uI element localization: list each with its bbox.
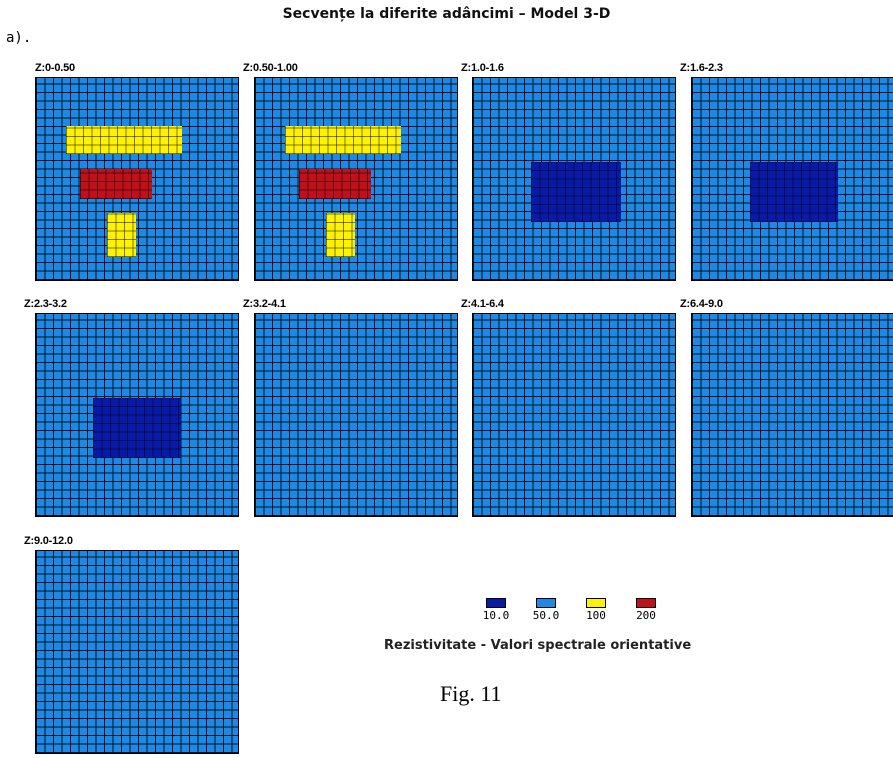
anomaly-block: [326, 213, 355, 257]
slice-grid: [254, 313, 458, 517]
anomaly-block: [531, 162, 621, 222]
slice-label: Z:0-0.50: [35, 62, 75, 74]
slice-grid: [691, 77, 893, 281]
legend-swatch: [586, 598, 606, 608]
legend-item: 50.0: [528, 598, 564, 622]
legend-item: 200: [628, 598, 664, 622]
legend-label: 50.0: [532, 609, 560, 622]
slice-grid: [691, 313, 893, 517]
slice-grid: [472, 313, 676, 517]
legend-item: 100: [578, 598, 614, 622]
slice-label: Z:9.0-12.0: [24, 535, 73, 547]
legend-swatch: [486, 598, 506, 608]
subfigure-label: a).: [6, 30, 32, 46]
anomaly-block: [93, 398, 181, 458]
legend-caption: Rezistivitate - Valori spectrale orienta…: [384, 638, 692, 653]
slice-label: Z:1.6-2.3: [680, 62, 723, 74]
figure-caption: Fig. 11: [440, 681, 502, 706]
anomaly-block: [299, 169, 371, 199]
legend-item: 10.0: [478, 598, 514, 622]
anomaly-block: [750, 162, 838, 222]
slice-label: Z:1.0-1.6: [461, 62, 504, 74]
slice-label: Z:4.1-6.4: [461, 298, 504, 310]
anomaly-block: [66, 126, 182, 154]
slice-grid: [254, 77, 458, 281]
slice-grid: [35, 77, 239, 281]
legend-label: 100: [586, 609, 606, 622]
slice-grid: [35, 313, 239, 517]
slice-label: Z:6.4-9.0: [680, 298, 723, 310]
color-legend: 10.0 50.0 100 200: [478, 598, 664, 622]
legend-label: 10.0: [482, 609, 510, 622]
legend-swatch: [636, 598, 656, 608]
slice-label: Z:2.3-3.2: [24, 298, 67, 310]
legend-swatch: [536, 598, 556, 608]
anomaly-block: [107, 213, 136, 257]
figure-title: Secvențe la diferite adâncimi – Model 3-…: [282, 6, 611, 22]
anomaly-block: [80, 169, 152, 199]
slice-label: Z:3.2-4.1: [243, 298, 286, 310]
slice-label: Z:0.50-1.00: [243, 62, 298, 74]
slice-grid: [35, 550, 239, 754]
legend-label: 200: [636, 609, 656, 622]
slice-grid: [472, 77, 676, 281]
anomaly-block: [285, 126, 401, 154]
